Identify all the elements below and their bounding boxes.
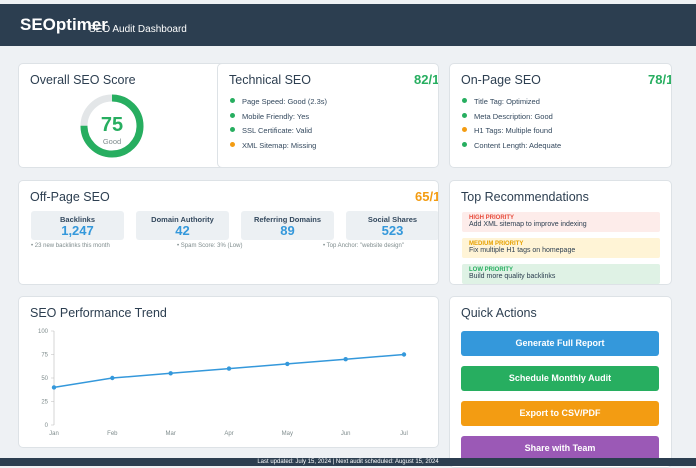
card-score: 65/10 (415, 189, 438, 204)
trend-point (226, 366, 232, 371)
header-title: SEO Audit Dashboard (89, 24, 187, 35)
x-tick-label: Apr (224, 431, 233, 437)
card-title: Off-Page SEO (30, 190, 110, 204)
score-label: Good (102, 137, 122, 146)
metric-value: 1,247 (61, 223, 94, 238)
y-tick-label: 75 (41, 353, 48, 359)
card-score: 78/100 (648, 72, 671, 87)
trend-point (110, 375, 115, 381)
status-item: Title Tag: Optimized (462, 97, 540, 106)
onpage-card: On-Page SEO 78/100 Title Tag: Optimized M… (449, 63, 672, 168)
metric-value: 523 (381, 223, 404, 238)
status-dot (230, 141, 235, 147)
card-title: Overall SEO Score (30, 73, 136, 87)
action-button[interactable]: Export to CSV/PDF (461, 401, 659, 426)
recommendation-text: Build more quality backlinks (469, 273, 556, 280)
x-tick-label: Jul (400, 431, 408, 437)
action-button[interactable]: Share with Team (461, 436, 659, 461)
overall-card: Overall SEO Score 75 Good (18, 63, 234, 168)
y-tick-label: 50 (41, 376, 48, 382)
card-title: Quick Actions (461, 306, 537, 320)
y-tick-label: 25 (41, 400, 48, 406)
status-item: XML Sitemap: Missing (230, 141, 316, 150)
metric-box: Social Shares 523 (346, 211, 438, 240)
metric-note: • Top Anchor: "website design" (323, 243, 404, 249)
status-dot (230, 112, 235, 118)
status-item: H1 Tags: Multiple found (462, 126, 552, 135)
priority: HIGH PRIORITY (469, 215, 515, 221)
metric-label: Referring Domains (253, 215, 322, 224)
x-tick-label: Jan (49, 431, 59, 437)
recommendation-text: Add XML sitemap to improve indexing (469, 221, 587, 228)
status-dot (230, 98, 235, 103)
gauge (80, 94, 144, 158)
trend-point (51, 385, 57, 390)
footer: Last updated: July 15, 2024 | Next audit… (0, 458, 696, 466)
status-item: Page Speed: Good (2.3s) (230, 97, 327, 106)
technical-card: Technical SEO 82/10 Page Speed: Good (2.… (217, 63, 439, 168)
status-item: Content Length: Adequate (462, 141, 561, 150)
status-dot (462, 141, 467, 147)
trend-point (168, 371, 173, 376)
trend-point (285, 361, 290, 367)
status-item: SSL Certificate: Valid (230, 126, 312, 135)
actions-card: Quick Actions Generate Full Report Schedu… (449, 296, 672, 468)
priority: MEDIUM PRIORITY (469, 241, 524, 247)
trend-card: SEO Performance Trend 0 25 50 75 100 Jan Feb Ma… (18, 296, 439, 448)
card-title: On-Page SEO (461, 73, 541, 87)
card-title: Technical SEO (229, 73, 311, 87)
metric-note: • Spam Score: 3% (Low) (177, 243, 243, 249)
status-dot (230, 127, 235, 132)
status-dot (462, 98, 467, 103)
status-dot (462, 112, 467, 118)
metric-box: Referring Domains 89 (241, 211, 334, 240)
recommendation: MEDIUM PRIORITY Fix multiple H1 tags on h… (462, 238, 660, 258)
metric-box: Domain Authority 42 (136, 211, 229, 240)
x-tick-label: Jun (341, 431, 351, 437)
status-item: Meta Description: Good (462, 112, 553, 121)
card-title: Top Recommendations (461, 190, 589, 204)
recommendations-card: Top Recommendations HIGH PRIORITY Add XML… (449, 180, 672, 285)
card-title: SEO Performance Trend (30, 306, 167, 320)
card-score: 82/10 (414, 72, 439, 87)
recommendation: HIGH PRIORITY Add XML sitemap to improve … (462, 212, 660, 232)
trend-line (53, 353, 405, 389)
metric-label: Social Shares (367, 215, 418, 224)
x-tick-label: May (282, 431, 293, 437)
metric-label: Domain Authority (151, 215, 214, 224)
trend-point (343, 357, 348, 362)
x-tick-label: Mar (165, 431, 175, 437)
metric-note: • 23 new backlinks this month (31, 243, 110, 249)
line-chart: 0 25 50 75 100 Jan Feb Mar Apr May Jun Jul (38, 329, 408, 437)
action-button[interactable]: Schedule Monthly Audit (461, 366, 659, 391)
y-tick-label: 100 (38, 329, 49, 335)
recommendation: LOW PRIORITY Build more quality backlinks (462, 264, 660, 284)
score: 75 (100, 114, 124, 136)
x-tick-label: Feb (107, 431, 118, 437)
status-dot (462, 127, 467, 132)
recommendation-text: Fix multiple H1 tags on homepage (469, 247, 576, 254)
metric-value: 42 (175, 223, 190, 238)
metric-box: Backlinks 1,247 (31, 211, 124, 240)
metric-label: Backlinks (59, 215, 96, 224)
y-tick-label: 0 (45, 423, 49, 429)
action-button[interactable]: Generate Full Report (461, 331, 659, 356)
brand: SEOptimer (20, 15, 108, 34)
metric-value: 89 (280, 223, 295, 238)
gauge-arc (80, 94, 144, 158)
trend-point (401, 352, 407, 357)
priority: LOW PRIORITY (469, 267, 513, 273)
status-item: Mobile Friendly: Yes (230, 112, 309, 121)
header (0, 4, 696, 46)
